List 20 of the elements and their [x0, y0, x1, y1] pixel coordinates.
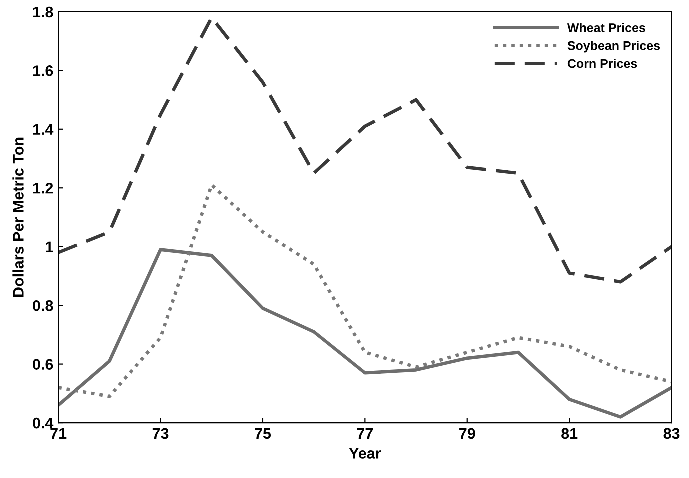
x-tick-label: 73 — [152, 428, 169, 440]
y-tick-label: 1.6 — [33, 66, 54, 76]
legend-label: Soybean Prices — [568, 41, 660, 53]
y-tick-label: 0.6 — [33, 359, 54, 370]
y-tick-label: 1 — [46, 242, 54, 252]
legend-label: Wheat Prices — [567, 23, 646, 32]
y-tick-label: 1.2 — [33, 182, 54, 194]
x-axis-title: Year — [349, 448, 382, 459]
legend-label: Corn Prices — [568, 59, 638, 68]
y-axis-title: Dollars Per Metric Ton — [12, 138, 24, 297]
x-tick-label: 71 — [50, 428, 67, 439]
x-tick-label: 79 — [460, 428, 476, 440]
x-tick-label: 77 — [357, 428, 373, 439]
x-tick-label: 83 — [664, 428, 680, 440]
x-tick-label: 81 — [562, 428, 578, 440]
x-tick-label: 75 — [255, 428, 272, 440]
y-tick-label: 0.4 — [33, 418, 54, 429]
y-tick-label: 1.4 — [33, 124, 54, 135]
y-tick-label: 0.8 — [33, 300, 54, 312]
y-tick-label: 1.8 — [33, 6, 54, 18]
